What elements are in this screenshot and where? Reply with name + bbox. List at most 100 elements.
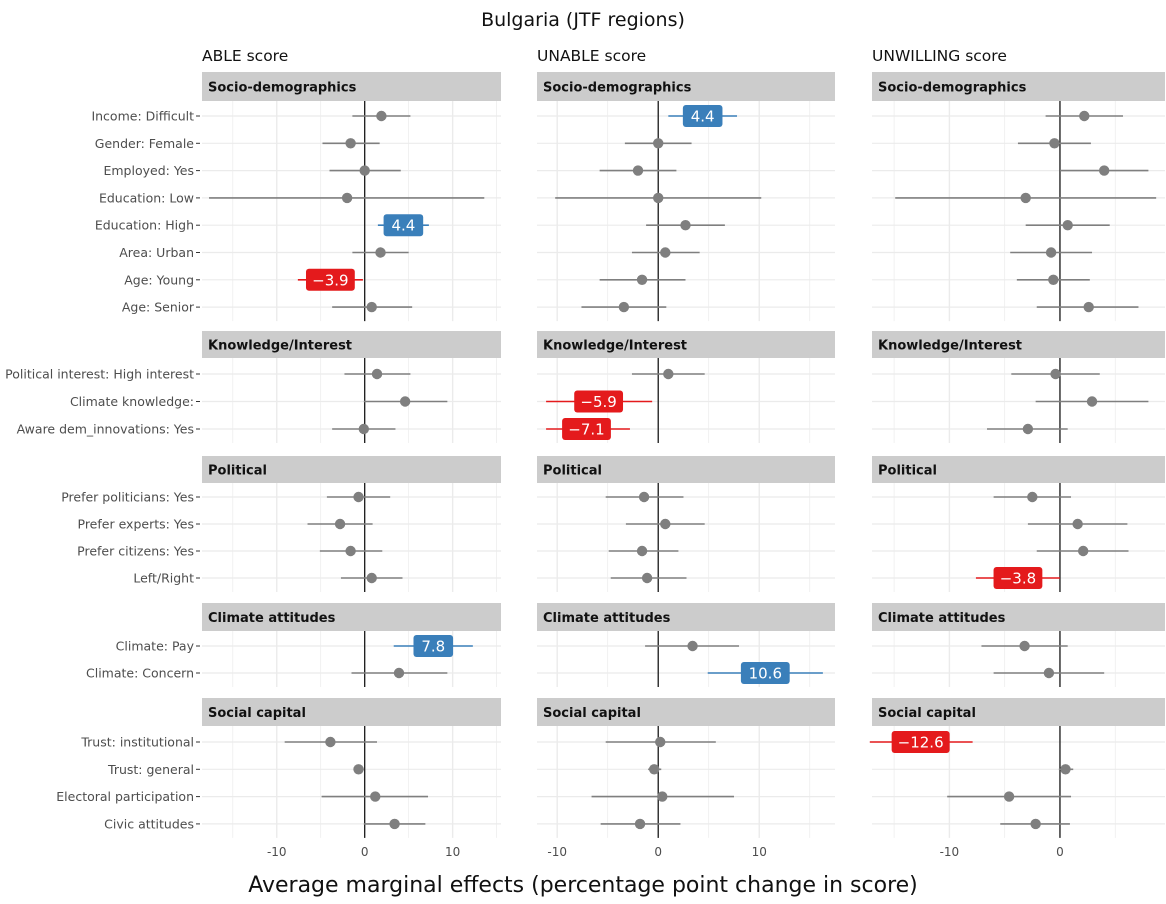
point-estimate <box>353 491 364 503</box>
facet-strip <box>202 331 501 358</box>
point-estimate <box>325 736 336 748</box>
panel-title: ABLE score <box>202 47 288 65</box>
estimate-label-box <box>413 635 454 657</box>
facet-strip <box>537 698 835 726</box>
y-tick-label: Education: Low <box>99 190 194 205</box>
estimate-label: 4.4 <box>691 108 715 126</box>
y-tick-label: Education: High <box>95 218 194 233</box>
estimate-label-box <box>740 662 790 684</box>
y-tick-label: Employed: Yes <box>103 163 194 178</box>
point-estimate <box>376 110 387 122</box>
x-tick-label: 0 <box>1056 845 1064 859</box>
point-estimate <box>393 667 405 679</box>
y-tick-label: Prefer citizens: Yes <box>77 544 194 559</box>
point-estimate <box>359 165 370 176</box>
point-estimate <box>653 192 664 204</box>
point-estimate <box>1022 423 1034 435</box>
y-tick-label: Age: Young <box>124 272 194 287</box>
facet-strip-label: Socio-demographics <box>878 81 1027 96</box>
facet-strip-label: Knowledge/Interest <box>208 339 352 354</box>
facet-strip <box>872 456 1165 483</box>
point-estimate <box>1098 165 1110 176</box>
point-estimate <box>371 368 383 380</box>
estimate-label: −12.6 <box>898 734 944 752</box>
facet-strip-label: Social capital <box>208 706 306 721</box>
point-estimate <box>358 423 370 435</box>
y-tick-label: Prefer experts: Yes <box>78 517 195 532</box>
facet-strip-label: Socio-demographics <box>208 81 357 96</box>
point-estimate <box>1079 110 1090 122</box>
facet-strip-label: Knowledge/Interest <box>878 339 1022 354</box>
point-estimate <box>638 491 650 503</box>
facet-strip <box>872 603 1165 631</box>
facet-strip <box>202 698 501 726</box>
point-estimate <box>1049 138 1060 149</box>
estimate-label-box <box>993 567 1043 589</box>
point-estimate <box>1050 368 1061 380</box>
point-estimate <box>389 818 400 830</box>
point-estimate <box>1060 764 1071 775</box>
y-tick-label: Prefer politicians: Yes <box>61 490 194 505</box>
point-estimate <box>634 818 646 830</box>
facet-strip <box>202 456 501 483</box>
point-estimate <box>653 138 664 149</box>
facet-strip-label: Political <box>208 464 267 479</box>
facet-strip-label: Political <box>878 464 937 479</box>
y-tick-label: Political interest: High interest <box>5 367 194 382</box>
point-estimate <box>1062 220 1073 231</box>
y-tick-label: Climate: Pay <box>116 639 195 654</box>
point-estimate <box>1019 640 1030 652</box>
point-estimate <box>663 368 674 380</box>
y-tick-label: Income: Difficult <box>91 109 194 124</box>
point-estimate <box>657 791 668 802</box>
facet-strip <box>872 331 1165 358</box>
y-tick-label: Left/Right <box>133 571 194 586</box>
chart-title: Bulgaria (JTF regions) <box>481 9 685 31</box>
facet-strip-label: Climate attitudes <box>878 611 1006 626</box>
point-estimate <box>1043 667 1055 679</box>
x-tick-label: 10 <box>445 845 460 859</box>
panel-unable-score: UNABLE score Socio-demographics 4.4 Knowled… <box>537 47 835 859</box>
y-tick-label: Civic attitudes <box>104 816 194 831</box>
point-estimate <box>618 301 630 313</box>
point-estimate <box>1027 491 1038 503</box>
point-estimate <box>636 274 648 285</box>
panel-unwilling-score: UNWILLING score Socio-demographics Knowled… <box>869 47 1165 859</box>
facet-strip-label: Climate attitudes <box>543 611 671 626</box>
y-tick-label: Trust: institutional <box>80 735 194 750</box>
panel-able-score: ABLE score Socio-demographics 4.4 −3.9 Knowl… <box>202 47 501 859</box>
point-estimate <box>366 572 377 584</box>
facet-strip <box>872 698 1165 726</box>
y-tick-label: Area: Urban <box>119 245 194 260</box>
y-tick-label: Climate knowledge: <box>70 394 194 409</box>
point-estimate <box>632 165 644 176</box>
estimate-label: −3.8 <box>1000 570 1036 588</box>
facet-strip <box>537 331 835 358</box>
point-estimate <box>1045 247 1057 258</box>
x-tick-label: 0 <box>654 845 662 859</box>
point-estimate <box>687 640 698 652</box>
estimate-label-box <box>891 731 950 753</box>
facet-strip-label: Climate attitudes <box>208 611 336 626</box>
point-estimate <box>341 192 353 204</box>
y-tick-label: Trust: general <box>107 762 194 777</box>
estimate-label-box <box>383 214 424 237</box>
point-estimate <box>680 220 691 231</box>
facet-strip-label: Social capital <box>543 706 641 721</box>
y-tick-label: Age: Senior <box>122 300 195 315</box>
y-tick-label: Aware dem_innovations: Yes <box>17 422 194 437</box>
estimate-label-box <box>574 390 624 413</box>
estimate-label: −7.1 <box>568 421 604 439</box>
point-estimate <box>1020 192 1031 204</box>
point-estimate <box>353 764 364 775</box>
point-estimate <box>655 736 666 748</box>
point-estimate <box>636 545 648 557</box>
y-tick-label: Climate: Concern <box>86 666 194 681</box>
point-estimate <box>660 247 671 258</box>
point-estimate <box>1003 791 1015 802</box>
point-estimate <box>345 545 356 557</box>
x-axis-label: Average marginal effects (percentage poi… <box>248 873 918 898</box>
point-estimate <box>1030 818 1041 830</box>
facet-strip-label: Political <box>543 464 602 479</box>
x-tick-label: -10 <box>267 845 287 859</box>
